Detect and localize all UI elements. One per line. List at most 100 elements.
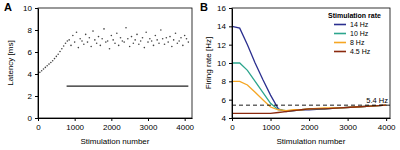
data-point	[67, 40, 69, 42]
x-axis: 0 1000 2000 3000 4000	[230, 118, 396, 132]
data-point	[149, 38, 151, 40]
tick-label: 8	[222, 77, 227, 86]
y-axis-line	[38, 9, 39, 119]
data-point	[136, 34, 138, 36]
data-point	[182, 45, 184, 47]
data-point	[57, 53, 59, 55]
legend-label: 10 Hz	[350, 30, 369, 37]
data-point	[147, 41, 149, 43]
y-axis-title: Latency [ms]	[6, 40, 15, 85]
data-point	[140, 40, 142, 42]
x-axis-tick: 0	[36, 118, 41, 132]
data-line	[67, 85, 189, 86]
data-point	[142, 37, 144, 39]
y-axis-tick: 4	[222, 114, 232, 123]
tick-mark	[185, 118, 186, 121]
tick-label: 4000	[176, 123, 194, 132]
x-axis-line	[233, 118, 391, 119]
data-point	[56, 56, 58, 58]
tick-label: 4	[222, 114, 227, 123]
x-axis-tick: 4000	[378, 118, 396, 132]
data-point	[122, 40, 124, 42]
data-point	[186, 38, 188, 40]
x-axis-tick: 1000	[262, 118, 280, 132]
panel: 5.4 Hz0100020003000400046810121416Stimul…	[200, 1, 396, 146]
tick-mark	[386, 118, 387, 121]
x-axis-tick: 2000	[301, 118, 319, 132]
tick-label: 2000	[301, 123, 319, 132]
data-point	[162, 38, 164, 40]
tick-label: 10	[23, 4, 32, 13]
data-point	[184, 35, 186, 37]
x-axis-title: Stimulation number	[277, 137, 346, 146]
legend-title: Stimulation rate	[328, 12, 381, 19]
data-point	[70, 45, 72, 47]
data-point	[167, 41, 169, 43]
data-point	[87, 41, 89, 43]
y-axis-tick: 4	[28, 70, 38, 79]
data-point	[171, 46, 173, 48]
y-axis-tick: 12	[217, 41, 232, 50]
data-point	[48, 63, 50, 65]
tick-label: 16	[217, 4, 226, 13]
tick-label: 4000	[378, 123, 396, 132]
tick-mark	[309, 118, 310, 121]
x-axis-title: Stimulation number	[81, 137, 150, 146]
tick-label: 4	[28, 70, 33, 79]
data-point	[166, 37, 168, 39]
y-axis-tick: 8	[28, 26, 38, 35]
x-axis-tick: 4000	[176, 118, 194, 132]
tick-mark	[229, 81, 232, 82]
plot-area	[38, 27, 189, 86]
data-point	[188, 41, 190, 43]
data-point	[65, 42, 67, 44]
x-axis-line	[39, 118, 193, 119]
tick-mark	[35, 30, 38, 31]
data-point	[68, 39, 70, 41]
data-point	[133, 42, 135, 44]
data-point	[145, 31, 147, 33]
tick-label: 3000	[140, 123, 158, 132]
tick-mark	[229, 8, 232, 9]
data-point	[178, 40, 180, 42]
legend-label: 8 Hz	[350, 39, 365, 46]
data-point	[111, 35, 113, 37]
y-axis-tick: 14	[217, 22, 232, 31]
tick-label: 0	[28, 114, 33, 123]
data-point	[46, 65, 48, 67]
data-line	[232, 105, 386, 113]
tick-mark	[348, 118, 349, 121]
data-point	[92, 30, 94, 32]
tick-mark	[35, 52, 38, 53]
data-point	[120, 37, 122, 39]
tick-label: 10	[217, 59, 226, 68]
tick-label: 1000	[66, 123, 84, 132]
y-axis-tick: 10	[217, 59, 232, 68]
data-point	[96, 42, 98, 44]
data-point	[83, 44, 85, 46]
legend-label: 14 Hz	[350, 21, 369, 28]
x-axis-tick: 3000	[140, 118, 158, 132]
data-line	[232, 26, 386, 111]
tick-label: 8	[28, 26, 33, 35]
y-axis-tick: 2	[28, 92, 38, 101]
plot-frame	[232, 8, 390, 118]
x-axis-tick: 3000	[339, 118, 357, 132]
data-point	[127, 38, 129, 40]
data-point	[138, 44, 140, 46]
tick-label: 14	[217, 22, 226, 31]
data-point	[125, 27, 127, 29]
data-point	[112, 39, 114, 41]
data-point	[151, 40, 153, 42]
tick-label: 0	[230, 123, 235, 132]
data-point	[100, 45, 102, 47]
data-point	[78, 47, 80, 49]
y-axis-title: Firing rate [Hz]	[204, 37, 213, 89]
data-point	[61, 48, 63, 50]
tick-label: 3000	[339, 123, 357, 132]
tick-label: 6	[28, 48, 33, 57]
y-axis-tick: 6	[28, 48, 38, 57]
tick-label: 2	[28, 92, 33, 101]
tick-mark	[148, 118, 149, 121]
data-point	[72, 35, 74, 37]
